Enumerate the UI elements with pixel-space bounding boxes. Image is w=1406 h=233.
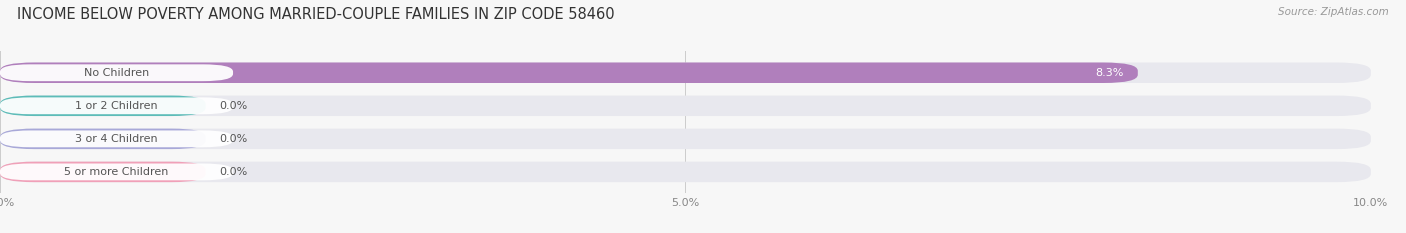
- FancyBboxPatch shape: [0, 162, 205, 182]
- Text: No Children: No Children: [84, 68, 149, 78]
- Text: 0.0%: 0.0%: [219, 134, 247, 144]
- FancyBboxPatch shape: [0, 97, 233, 114]
- FancyBboxPatch shape: [0, 96, 1371, 116]
- FancyBboxPatch shape: [0, 164, 233, 180]
- FancyBboxPatch shape: [0, 62, 1371, 83]
- Text: 8.3%: 8.3%: [1095, 68, 1125, 78]
- Text: INCOME BELOW POVERTY AMONG MARRIED-COUPLE FAMILIES IN ZIP CODE 58460: INCOME BELOW POVERTY AMONG MARRIED-COUPL…: [17, 7, 614, 22]
- FancyBboxPatch shape: [0, 162, 1371, 182]
- Text: 1 or 2 Children: 1 or 2 Children: [75, 101, 157, 111]
- Text: 0.0%: 0.0%: [219, 167, 247, 177]
- FancyBboxPatch shape: [0, 64, 233, 81]
- FancyBboxPatch shape: [0, 130, 233, 147]
- FancyBboxPatch shape: [0, 129, 205, 149]
- FancyBboxPatch shape: [0, 62, 1137, 83]
- Text: Source: ZipAtlas.com: Source: ZipAtlas.com: [1278, 7, 1389, 17]
- Text: 0.0%: 0.0%: [219, 101, 247, 111]
- FancyBboxPatch shape: [0, 96, 205, 116]
- FancyBboxPatch shape: [0, 129, 1371, 149]
- Text: 5 or more Children: 5 or more Children: [65, 167, 169, 177]
- Text: 3 or 4 Children: 3 or 4 Children: [75, 134, 157, 144]
